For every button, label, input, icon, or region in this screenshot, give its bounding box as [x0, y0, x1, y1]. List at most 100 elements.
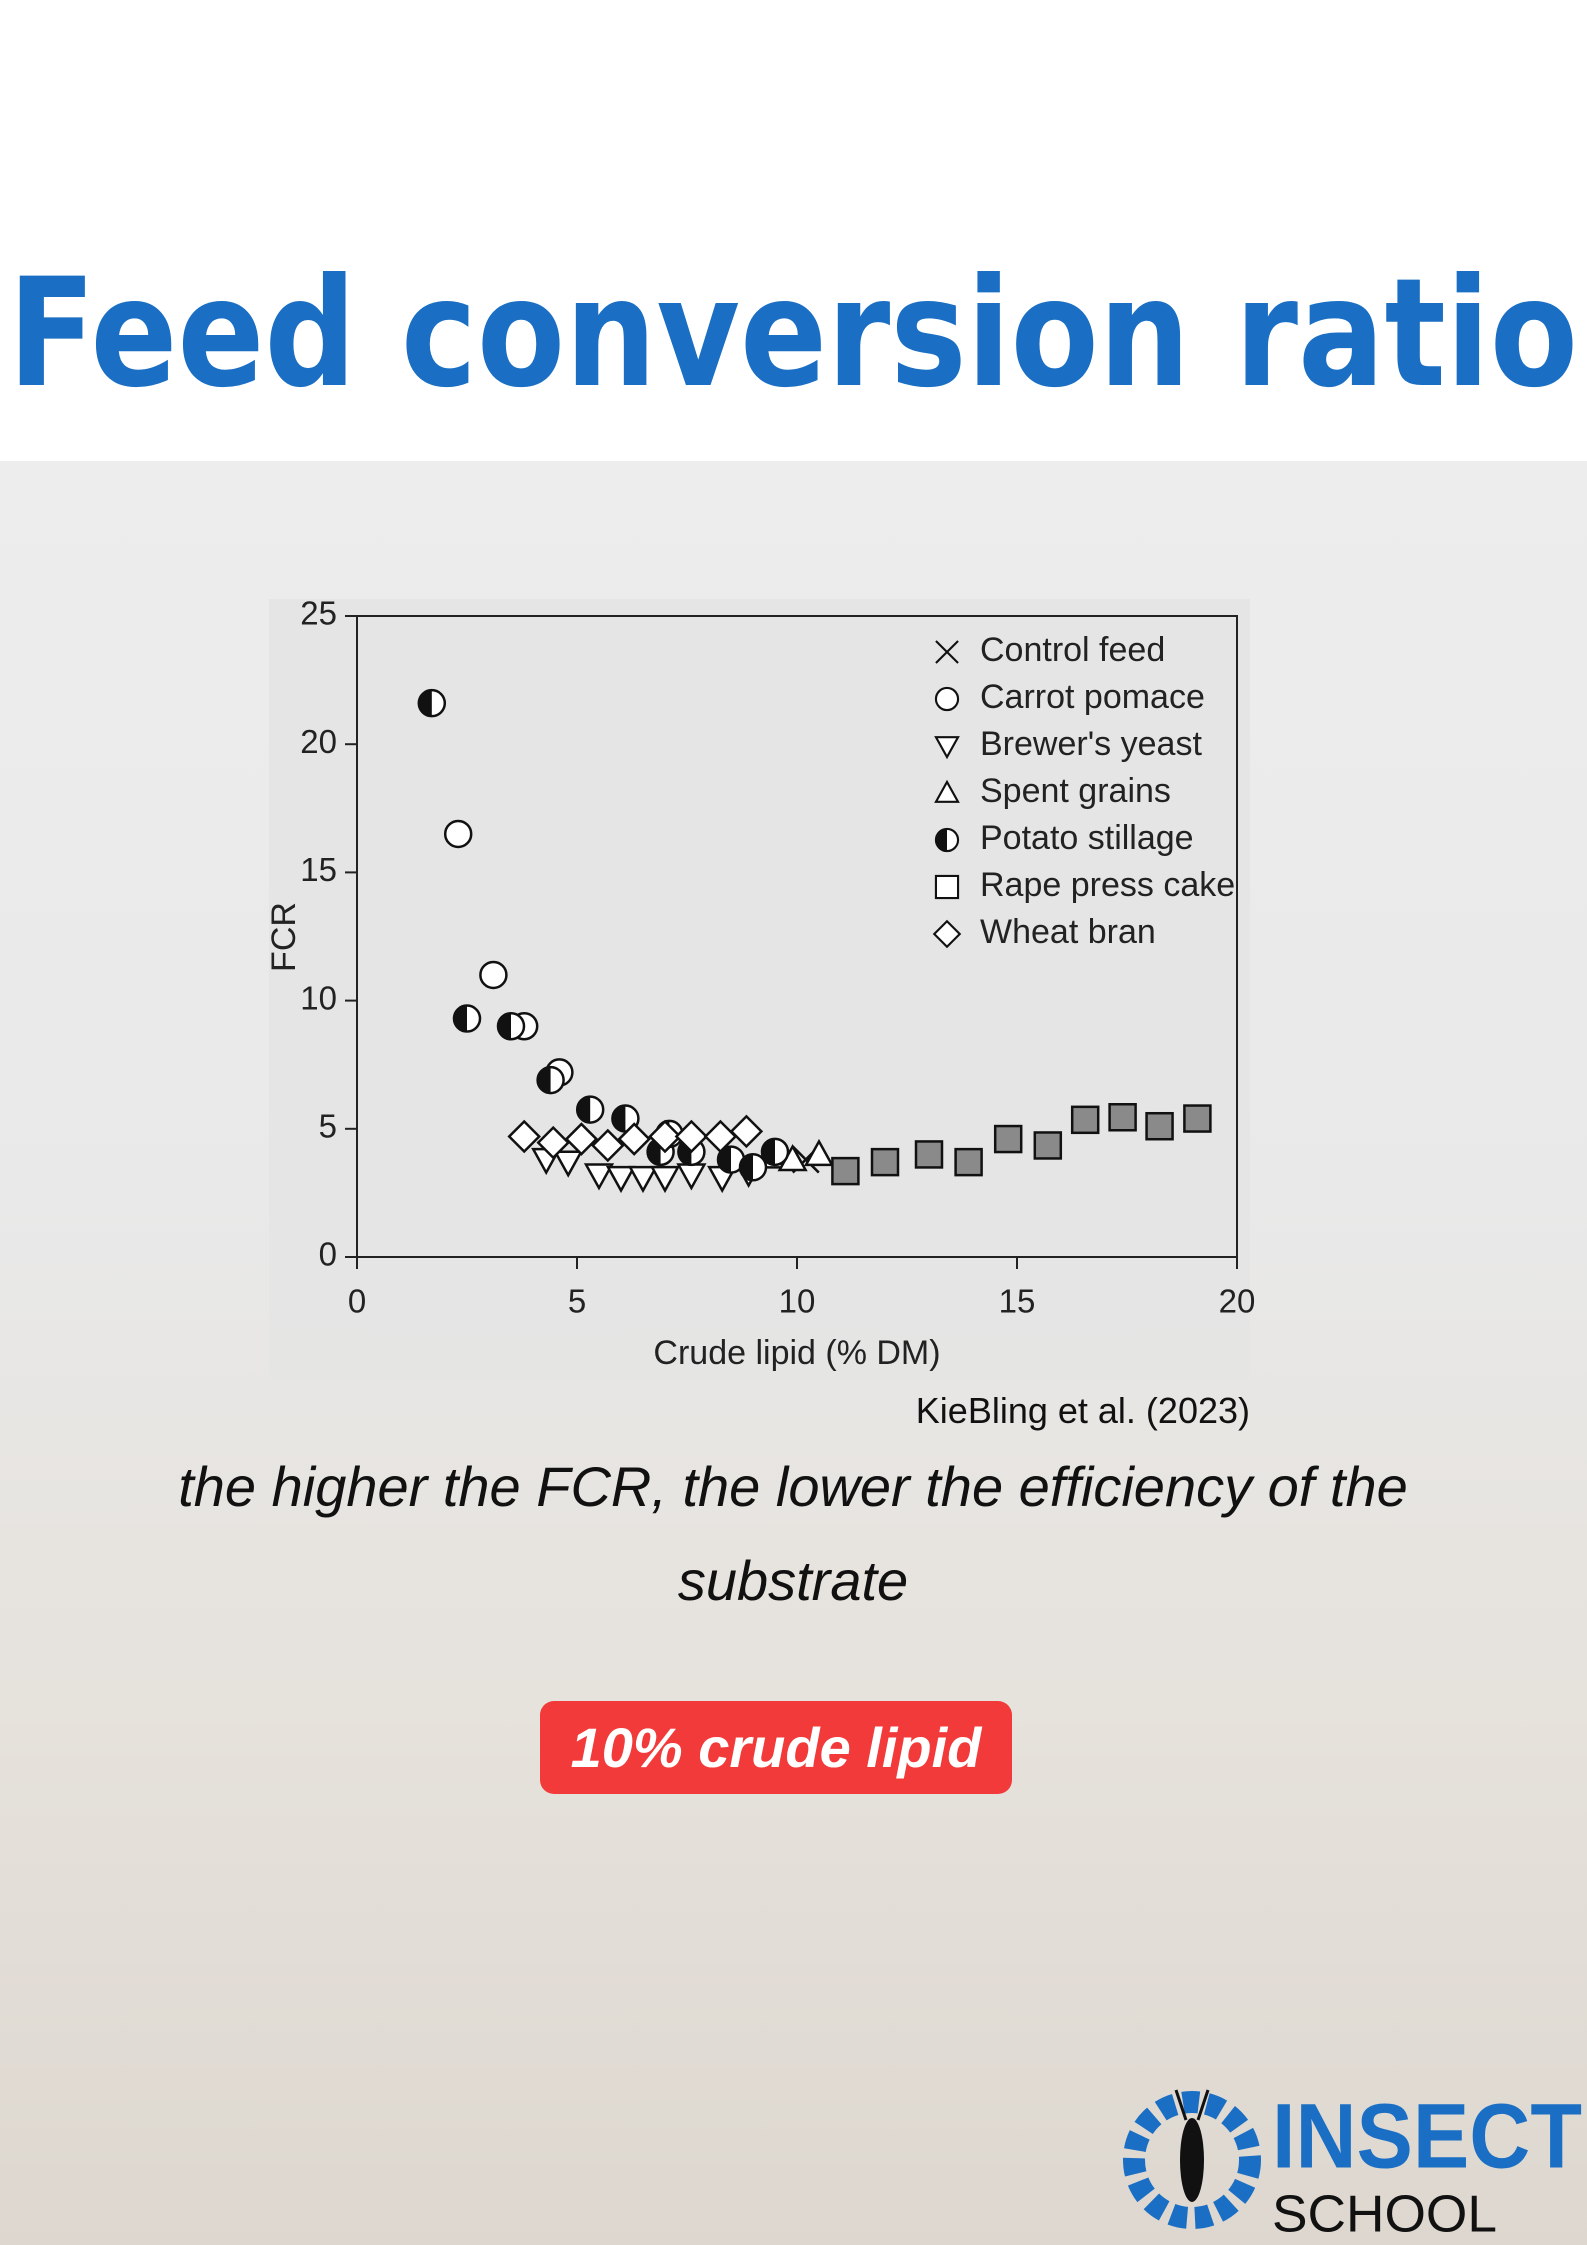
marker-shape [591, 1128, 625, 1163]
y-tick-label: 10 [300, 979, 337, 1016]
data-point [803, 1138, 835, 1167]
data-point [583, 1163, 615, 1191]
marker-shape [564, 1122, 599, 1156]
data-point [1183, 1104, 1212, 1133]
marker-shape [612, 1105, 626, 1132]
marker-shape [803, 1138, 835, 1167]
marker-shape [935, 828, 947, 852]
data-point [605, 1165, 637, 1194]
marker-shape [443, 819, 473, 849]
marker-shape [914, 1140, 944, 1169]
marker-shape [870, 1147, 900, 1177]
data-point [1070, 1105, 1100, 1135]
marker-shape [1108, 1103, 1137, 1132]
data-point [831, 1156, 860, 1186]
data-point [914, 1140, 944, 1169]
citation: KieBling et al. (2023) [915, 1390, 1250, 1431]
data-point [417, 688, 447, 718]
legend-label: Potato stillage [980, 819, 1194, 857]
data-point [738, 1153, 768, 1182]
marker-shape [740, 1154, 753, 1181]
y-tick-label: 20 [300, 723, 337, 760]
legend-label: Spent grains [980, 772, 1171, 810]
data-point [627, 1165, 659, 1194]
marker-shape [729, 1114, 764, 1149]
legend-marker [934, 686, 960, 712]
marker-shape [1033, 1131, 1063, 1160]
data-point [575, 1095, 605, 1124]
caption: the higher the FCR, the lower the effici… [178, 1455, 1408, 1612]
data-point [760, 1137, 790, 1167]
data-point [1108, 1103, 1137, 1132]
marker-shape [577, 1096, 591, 1123]
chart-panel [269, 599, 1250, 1379]
marker-shape [648, 1119, 682, 1154]
x-tick-label: 0 [348, 1283, 366, 1320]
marker-shape [537, 1067, 551, 1094]
data-point [591, 1128, 625, 1163]
data-point [536, 1065, 565, 1095]
data-point [1033, 1131, 1063, 1160]
legend-marker [934, 827, 960, 853]
y-tick-label: 5 [319, 1108, 337, 1145]
y-tick-label: 25 [300, 595, 337, 632]
marker-shape [1183, 1104, 1212, 1133]
legend-label: Rape press cake [980, 866, 1235, 904]
legend-label: Wheat bran [980, 913, 1156, 951]
data-point [648, 1119, 682, 1154]
marker-shape [934, 736, 960, 760]
data-point [729, 1114, 764, 1149]
data-point [507, 1119, 541, 1154]
legend-marker [934, 736, 960, 760]
data-point [954, 1147, 983, 1177]
logo-subtext: SCHOOL [1272, 2186, 1497, 2244]
marker-shape [1145, 1111, 1174, 1141]
legend-marker [932, 919, 962, 949]
marker-shape [553, 1150, 584, 1178]
marker-shape [617, 1122, 651, 1156]
y-tick-label: 0 [319, 1236, 337, 1273]
marker-shape [831, 1156, 860, 1186]
data-point [553, 1150, 584, 1178]
legend-label: Control feed [980, 631, 1165, 669]
data-point [443, 819, 473, 849]
marker-shape [454, 1005, 467, 1032]
y-axis-label: FCR [265, 902, 303, 972]
legend-marker [934, 779, 960, 803]
marker-shape [605, 1165, 637, 1194]
data-point [649, 1165, 681, 1194]
marker-shape [993, 1124, 1023, 1154]
logo-text: INSECT [1272, 2085, 1582, 2187]
highlight-badge: 10% crude lipid [540, 1701, 1012, 1794]
data-point [1145, 1111, 1174, 1141]
page-title: Feed conversion ratio [8, 247, 1578, 421]
marker-shape [498, 1013, 511, 1040]
y-tick-label: 15 [300, 851, 337, 888]
legend-marker [934, 874, 960, 900]
marker-shape [649, 1165, 681, 1194]
data-point [479, 960, 508, 990]
marker-shape [674, 1119, 709, 1154]
marker-shape [954, 1147, 983, 1177]
marker-shape [718, 1146, 731, 1173]
marker-shape [934, 686, 960, 712]
data-point [617, 1122, 651, 1156]
data-point [536, 1125, 571, 1160]
data-point [564, 1122, 599, 1156]
legend-marker [935, 640, 959, 664]
marker-shape [762, 1138, 775, 1165]
x-tick-label: 10 [779, 1283, 816, 1320]
marker-shape [479, 960, 508, 990]
data-point [452, 1004, 482, 1033]
marker-shape [536, 1125, 571, 1160]
data-point [993, 1124, 1023, 1154]
marker-shape [934, 779, 960, 803]
data-point [674, 1119, 709, 1154]
marker-shape [934, 874, 960, 900]
marker-shape [418, 690, 432, 717]
legend-label: Brewer's yeast [980, 725, 1202, 763]
data-point [870, 1147, 900, 1177]
marker-shape [507, 1119, 541, 1154]
